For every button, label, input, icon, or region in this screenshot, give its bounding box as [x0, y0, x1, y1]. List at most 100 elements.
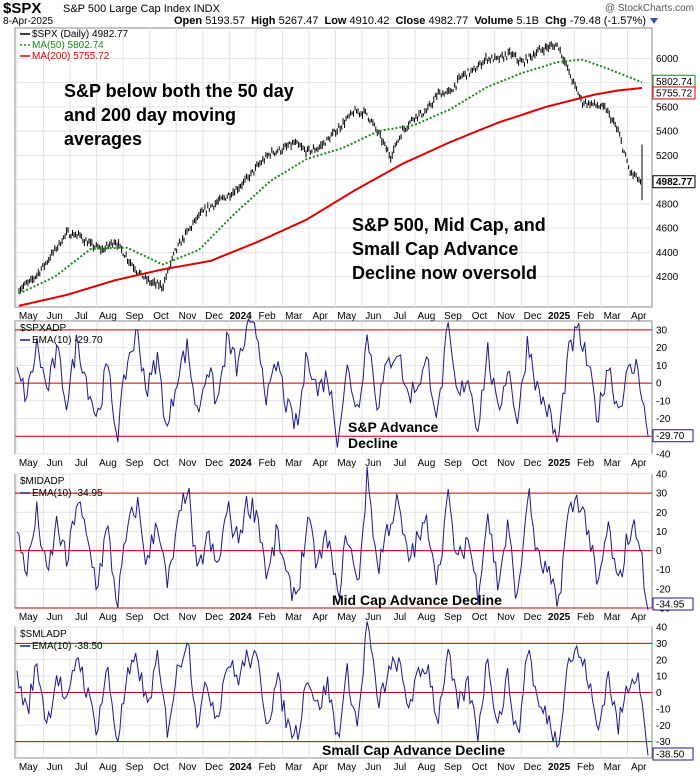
spxadp-month-tick: Feb — [259, 458, 277, 469]
midadp-month-tick: Sep — [126, 612, 144, 623]
spxadp-month-tick: Jun — [365, 458, 381, 469]
price-annotation-oversold: Decline now oversold — [352, 263, 537, 283]
midadp-month-tick: Nov — [179, 612, 197, 623]
smladp-y-tick: -20 — [656, 721, 671, 732]
spxadp-month-tick: Oct — [472, 458, 488, 469]
spxadp-annotation: S&P Advance — [348, 419, 438, 435]
spxadp-y-tick: 20 — [656, 343, 668, 354]
ma50-line — [18, 58, 643, 295]
midadp-ema-line — [16, 466, 649, 610]
smladp-month-tick: Feb — [577, 762, 595, 773]
smladp-month-tick: Feb — [259, 762, 277, 773]
price-last-value: 4982.77 — [656, 177, 693, 188]
header-index-name: S&P 500 Large Cap Index INDX — [63, 3, 220, 15]
midadp-month-tick: Mar — [604, 612, 622, 623]
spxadp-panel: May Jun Jul Aug Sep Oct Nov Dec 2024 Feb Mar Apr May… — [14, 317, 694, 469]
midadp-month-tick: May — [337, 612, 356, 623]
spxadp-ema-line — [16, 317, 649, 448]
volume-value: 5.1B — [516, 15, 539, 27]
midadp-month-tick: 2024 — [229, 612, 252, 623]
smladp-y-tick: -30 — [656, 737, 671, 748]
price-panel: May Jun Jul Aug Sep Oct Nov Dec 2024 Feb Mar Apr May… — [14, 27, 696, 322]
spxadp-month-tick: May — [337, 458, 356, 469]
spxadp-y-tick: 0 — [656, 379, 662, 390]
midadp-month-tick: Jun — [365, 612, 381, 623]
price-month-tick: Aug — [99, 311, 117, 322]
price-y-tick: 4800 — [656, 199, 679, 210]
spxadp-month-tick: Mar — [285, 458, 303, 469]
smladp-y-tick: 0 — [656, 688, 662, 699]
price-month-tick: Nov — [497, 311, 515, 322]
midadp-month-tick: Sep — [444, 612, 462, 623]
spxadp-month-tick: Feb — [577, 458, 595, 469]
midadp-y-tick: -10 — [656, 565, 671, 576]
midadp-month-tick: Apr — [631, 612, 647, 623]
smladp-last-value: -38.50 — [656, 750, 685, 761]
price-y-tick: 6000 — [656, 54, 679, 65]
smladp-y-tick: -10 — [656, 704, 671, 715]
spxadp-annotation: Decline — [348, 435, 398, 451]
smladp-title: $SMLADP — [20, 629, 67, 640]
midadp-month-tick: May — [19, 612, 38, 623]
midadp-month-tick: Nov — [497, 612, 515, 623]
price-annotation-ma: and 200 day moving — [64, 105, 236, 125]
price-month-tick: Jul — [393, 311, 406, 322]
midadp-y-tick: 40 — [656, 470, 668, 481]
price-month-tick: Dec — [205, 311, 223, 322]
chevron-down-icon[interactable] — [650, 18, 658, 24]
chg-label: Chg — [545, 15, 567, 27]
close-label: Close — [395, 15, 426, 27]
smladp-month-tick: Oct — [472, 762, 488, 773]
price-month-tick: Apr — [312, 311, 328, 322]
chg-value: -79.48 (-1.57%) — [569, 15, 646, 27]
price-last-tag — [652, 175, 696, 189]
spxadp-month-tick: Oct — [153, 458, 169, 469]
smladp-month-tick: Nov — [179, 762, 197, 773]
midadp-month-tick: Apr — [312, 612, 328, 623]
price-month-tick: Nov — [179, 311, 197, 322]
price-bars — [18, 41, 643, 294]
midadp-month-tick: Aug — [417, 612, 435, 623]
spxadp-month-tick: Apr — [312, 458, 328, 469]
price-month-tick: Mar — [285, 311, 303, 322]
smladp-month-tick: May — [337, 762, 356, 773]
midadp-last-value: -34.95 — [656, 600, 685, 611]
ma200-legend-label: MA(200) 5755.72 — [32, 51, 110, 62]
price-month-tick: 2025 — [548, 311, 571, 322]
smladp-annotation: Small Cap Advance Decline — [322, 742, 505, 758]
midadp-month-tick: Feb — [577, 612, 595, 623]
midadp-panel: May Jun Jul Aug Sep Oct Nov Dec 2024 Feb Mar Apr May… — [14, 466, 694, 623]
smladp-month-tick: 2024 — [229, 762, 252, 773]
spxadp-title: $SPXADP — [20, 323, 66, 334]
spxadp-month-tick: Apr — [631, 458, 647, 469]
price-month-tick: Jul — [75, 311, 88, 322]
smladp-month-tick: May — [19, 762, 38, 773]
midadp-month-tick: Dec — [205, 612, 223, 623]
spxadp-y-tick: -20 — [656, 414, 671, 425]
price-month-tick: Apr — [631, 311, 647, 322]
spxadp-month-tick: Nov — [497, 458, 515, 469]
midadp-month-tick: Oct — [472, 612, 488, 623]
midadp-title: $MIDADP — [20, 476, 65, 487]
midadp-y-tick: 20 — [656, 508, 668, 519]
price-month-tick: Oct — [472, 311, 488, 322]
midadp-month-tick: Jul — [75, 612, 88, 623]
high-label: High — [251, 15, 276, 27]
midadp-month-tick: Feb — [259, 612, 277, 623]
price-month-tick: Sep — [126, 311, 144, 322]
spxadp-month-tick: Jun — [47, 458, 63, 469]
smladp-legend-label: EMA(10) -38.50 — [32, 641, 103, 652]
ma50-legend-label: MA(50) 5802.74 — [32, 40, 104, 51]
price-month-tick: Aug — [417, 311, 435, 322]
header-symbol: $SPX — [3, 0, 42, 17]
price-last-value: 5755.72 — [656, 88, 693, 99]
header-ohlc: Open 5193.57 High 5267.47 Low 4910.42 Cl… — [174, 15, 646, 27]
close-value: 4982.77 — [428, 15, 469, 27]
smladp-month-tick: Jul — [75, 762, 88, 773]
spxadp-month-tick: Jul — [75, 458, 88, 469]
spxadp-month-tick: 2024 — [229, 458, 252, 469]
price-month-tick: Dec — [524, 311, 542, 322]
price-month-tick: Feb — [259, 311, 277, 322]
spxadp-last-tag — [652, 429, 694, 443]
smladp-y-tick: 10 — [656, 672, 668, 683]
